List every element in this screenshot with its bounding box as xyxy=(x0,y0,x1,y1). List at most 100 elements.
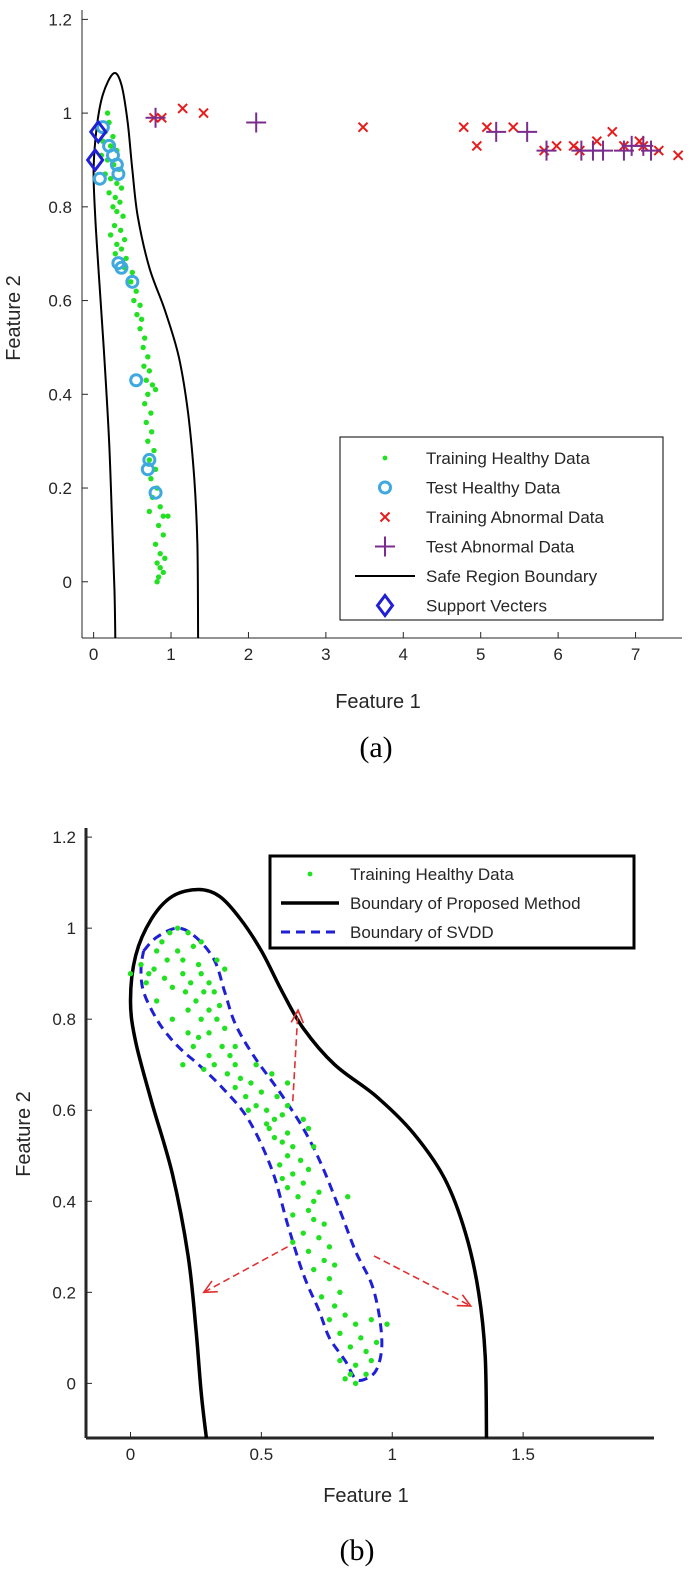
chart-b-xlabel: Feature 1 xyxy=(323,1485,409,1507)
chart-b-training-healthy-data-point xyxy=(284,1153,291,1159)
chart-a-axes: 0 1 2 3 4 5 6 7 0 0.2 0.4 0.6 0.8 1 1.2 xyxy=(48,10,682,664)
chart-b-training-healthy-data-point xyxy=(300,1180,306,1186)
chart-a-training-healthy-data-point xyxy=(131,297,137,304)
chart-b-training-healthy-data-point xyxy=(279,1175,286,1182)
chart-a-training-healthy-data-point xyxy=(104,110,111,116)
expansion-arrow-head xyxy=(202,1280,218,1294)
chart-a-training-healthy-data-point xyxy=(138,316,145,323)
chart-a-legend-label: Test Healthy Data xyxy=(426,479,561,498)
chart-b-training-healthy-data-point xyxy=(311,1198,317,1204)
chart-a-legend-swatch xyxy=(382,455,388,461)
chart-a-training-healthy-data-point xyxy=(160,513,166,519)
chart-b-training-healthy-data-point xyxy=(347,1371,354,1377)
chart-a-training-healthy-data-point xyxy=(110,133,116,140)
chart-a-training-healthy-data-point xyxy=(148,410,154,416)
chart-b-y-tick-label: 0.4 xyxy=(52,1192,76,1211)
chart-b-training-healthy-data-point xyxy=(169,1016,176,1022)
chart-a-legend-swatch xyxy=(375,593,395,618)
chart-a-test-healthy-data-point xyxy=(148,485,163,500)
chart-b-training-healthy-data-point xyxy=(300,1116,306,1123)
chart-b-training-healthy-data-point xyxy=(279,1112,286,1118)
chart-b-training-healthy-data-point xyxy=(337,1357,343,1364)
chart-b-x-tick-label: 1 xyxy=(388,1445,397,1464)
chart-a-x-tick-label: 0 xyxy=(89,645,98,664)
chart-b-training-healthy-data-point xyxy=(159,939,165,945)
chart-b-training-healthy-data-point xyxy=(138,961,144,968)
chart-a-training-abnormal-data-point xyxy=(471,140,483,152)
chart-b-training-healthy-data-point xyxy=(188,980,194,986)
chart-b-training-healthy-data-point xyxy=(331,1262,338,1268)
chart-a-legend-swatch xyxy=(379,511,391,523)
chart-b-arrows-layer xyxy=(202,1008,473,1307)
chart-b-training-healthy-data-point xyxy=(185,1007,191,1013)
chart-b-training-healthy-data-point xyxy=(363,1348,369,1355)
chart-b-training-healthy-data-point xyxy=(368,1357,375,1364)
chart-b-x-tick-label: 0.5 xyxy=(250,1445,274,1464)
chart-b-legend-label: Training Healthy Data xyxy=(350,865,514,884)
chart-a-training-healthy-data-point xyxy=(148,429,155,435)
chart-b-training-healthy-data-point xyxy=(206,1030,212,1036)
chart-b-training-healthy-data-point xyxy=(245,1107,251,1113)
chart-a-legend-label: Safe Region Boundary xyxy=(426,567,598,586)
chart-b-training-healthy-data-point xyxy=(151,966,157,972)
chart-a-y-tick-label: 0.6 xyxy=(48,292,72,311)
chart-a-test-abnormal-data-point xyxy=(517,121,538,142)
chart-a-training-healthy-data-point xyxy=(151,447,157,454)
chart-a-y-tick-label: 0 xyxy=(63,573,72,592)
chart-a-training-abnormal-data-point xyxy=(458,121,469,133)
chart-a-y-tick-label: 0.8 xyxy=(48,198,72,217)
chart-b-training-healthy-data-point xyxy=(190,1043,197,1050)
chart-b-training-healthy-data-point xyxy=(242,1093,249,1100)
chart-a-training-healthy-data-point xyxy=(146,508,153,515)
chart-a-training-abnormal-data-point xyxy=(508,121,519,133)
chart-b-training-healthy-data-point xyxy=(232,1062,238,1068)
chart-b-training-healthy-data-point xyxy=(211,989,217,995)
chart-b-ylabel: Feature 2 xyxy=(13,1091,35,1177)
chart-b-training-healthy-data-point xyxy=(269,1071,275,1077)
chart-a-y-tick-label: 0.4 xyxy=(48,385,72,404)
chart-b-training-healthy-data-point xyxy=(342,1376,348,1382)
chart-a-training-healthy-data-point xyxy=(152,541,159,547)
chart-a-training-healthy-data-point xyxy=(112,194,118,201)
expansion-arrow-shaft xyxy=(373,1255,472,1307)
chart-a-legend-label: Training Abnormal Data xyxy=(426,508,605,527)
chart-b-training-healthy-data-point xyxy=(214,1016,220,1022)
expansion-arrow-head xyxy=(456,1294,473,1307)
chart-b-training-healthy-data-point xyxy=(290,1171,296,1177)
chart-a-xlabel: Feature 1 xyxy=(335,691,421,713)
chart-b-y-tick-label: 1 xyxy=(67,919,76,938)
chart-a-test-healthy-data-point xyxy=(129,373,144,388)
chart-b-training-healthy-data-point xyxy=(198,1016,204,1022)
chart-a-training-healthy-data-point xyxy=(142,400,148,407)
chart-a-ylabel: Feature 2 xyxy=(3,275,25,361)
chart-a-training-abnormal-data-point xyxy=(198,107,209,119)
chart-b-legend-label: Boundary of SVDD xyxy=(350,923,494,942)
chart-a-training-healthy-data-point xyxy=(148,475,154,482)
chart-b-training-healthy-data-point xyxy=(182,989,189,995)
chart-b-training-healthy-data-point xyxy=(263,1121,270,1127)
chart-b-training-healthy-data-point xyxy=(271,1116,278,1123)
chart-a-training-healthy-data-point xyxy=(129,269,136,276)
chart-b-training-healthy-data-point xyxy=(127,970,134,977)
chart-b-training-healthy-data-point xyxy=(206,980,212,986)
chart-a-legend: Training Healthy Data Test Healthy Data Tr… xyxy=(339,436,664,621)
chart-a-test-healthy-data-point xyxy=(95,120,110,135)
chart-a-training-healthy-data-point xyxy=(120,213,126,219)
chart-b-training-healthy-data-point xyxy=(352,1362,359,1368)
chart-b-training-healthy-data-point xyxy=(198,939,204,945)
chart-a-test-abnormal-data-point xyxy=(613,140,634,161)
chart-b-training-healthy-data-point xyxy=(284,1130,291,1136)
chart-b-legend-label: Boundary of Proposed Method xyxy=(350,894,581,913)
chart-b-training-healthy-data-point xyxy=(214,957,220,963)
chart-a: 0 1 2 3 4 5 6 7 0 0.2 0.4 0.6 0.8 1 1.2 Training Healt… xyxy=(3,10,684,764)
chart-a-training-healthy-data-point xyxy=(149,382,156,388)
chart-b-training-healthy-data-point xyxy=(222,1025,228,1031)
chart-b-training-healthy-data-point xyxy=(279,1139,286,1145)
chart-b-training-healthy-data-point xyxy=(146,970,152,977)
chart-b-training-healthy-data-point xyxy=(219,1043,225,1050)
chart-a-test-abnormal-data-point xyxy=(145,107,166,128)
chart-a-x-tick-label: 1 xyxy=(166,645,175,664)
chart-a-training-healthy-data-point xyxy=(141,363,147,369)
chart-b-training-healthy-data-point xyxy=(180,1062,186,1068)
chart-b-training-healthy-data-point xyxy=(300,1230,306,1236)
